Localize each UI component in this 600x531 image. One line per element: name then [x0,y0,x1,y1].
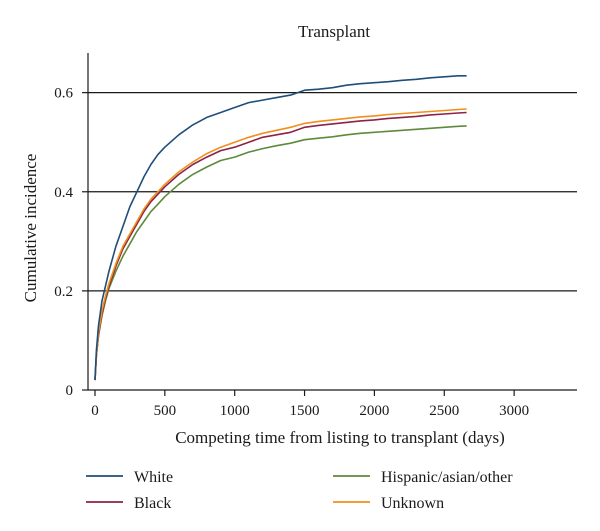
legend: White Black Hispanic/asian/other Unknown [86,469,513,512]
x-tick-label: 500 [154,403,177,419]
x-tick-label: 2500 [429,403,459,419]
series-lines [94,75,467,381]
x-axis-label: Competing time from listing to transplan… [175,428,505,447]
legend-label-hispanic-asian-other: Hispanic/asian/other [381,469,513,486]
x-tick-label: 1000 [220,403,250,419]
y-axis-label: Cumulative incidence [21,154,40,303]
x-tick-label: 3000 [499,403,529,419]
legend-label-white: White [134,469,173,486]
legend-label-black: Black [134,495,171,512]
y-tick-label: 0.2 [54,284,73,300]
series-line-black [94,111,467,381]
x-tick-label: 1500 [290,403,320,419]
y-ticks: 0 0.2 0.4 0.6 [54,86,88,399]
x-ticks: 0 500 1000 1500 2000 2500 3000 [91,390,529,419]
y-tick-label: 0.6 [54,86,73,102]
chart-title: Transplant [298,22,370,41]
x-tick-label: 2000 [359,403,389,419]
series-line-unknown [94,108,467,381]
series-line-white [94,75,467,381]
grid-lines [88,92,577,292]
series-line-hispanic-asian-other [94,125,467,381]
y-tick-label: 0 [66,383,74,399]
axes [87,53,577,391]
x-tick-label: 0 [91,403,99,419]
y-tick-label: 0.4 [54,185,73,201]
legend-label-unknown: Unknown [381,495,444,512]
